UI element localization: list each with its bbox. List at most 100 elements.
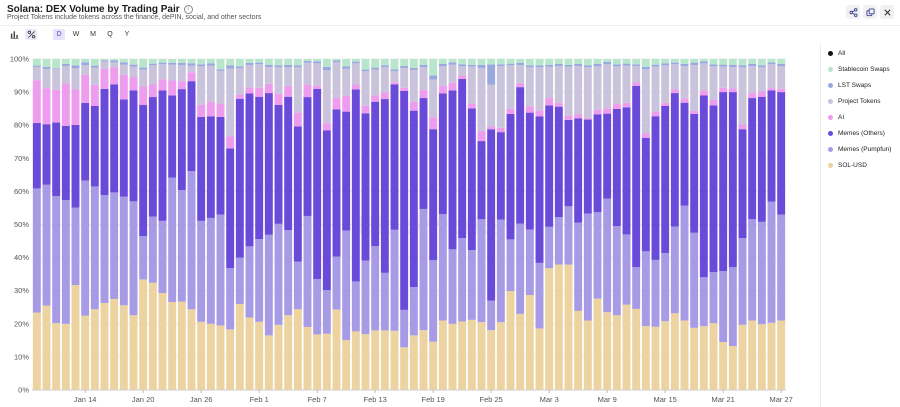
- bar-segment[interactable]: [245, 87, 254, 94]
- bar-segment[interactable]: [661, 321, 670, 390]
- bar-segment[interactable]: [438, 214, 447, 321]
- bar-segment[interactable]: [390, 82, 399, 85]
- bar-segment[interactable]: [622, 234, 631, 305]
- bar-segment[interactable]: [680, 320, 689, 390]
- bar-segment[interactable]: [371, 59, 380, 68]
- bar-segment[interactable]: [632, 59, 641, 65]
- bar-segment[interactable]: [158, 293, 167, 390]
- bar-segment[interactable]: [467, 108, 476, 250]
- bar-segment[interactable]: [71, 207, 80, 286]
- bar-segment[interactable]: [351, 89, 360, 282]
- bar-segment[interactable]: [216, 70, 225, 105]
- bar-segment[interactable]: [525, 106, 534, 113]
- bar-segment[interactable]: [777, 63, 786, 66]
- bar-segment[interactable]: [264, 64, 273, 67]
- bar-segment[interactable]: [119, 305, 128, 390]
- bar-segment[interactable]: [129, 77, 138, 91]
- bar-segment[interactable]: [313, 63, 322, 86]
- bar-segment[interactable]: [351, 61, 360, 64]
- bar-segment[interactable]: [487, 129, 496, 301]
- bar-segment[interactable]: [641, 251, 650, 327]
- bar-segment[interactable]: [206, 217, 215, 324]
- bar-segment[interactable]: [603, 198, 612, 313]
- bar-segment[interactable]: [187, 59, 196, 64]
- bar-segment[interactable]: [313, 334, 322, 390]
- bar-segment[interactable]: [100, 68, 109, 89]
- bar-segment[interactable]: [313, 279, 322, 335]
- bar-segment[interactable]: [612, 104, 621, 109]
- bar-segment[interactable]: [467, 64, 476, 67]
- bar-segment[interactable]: [699, 90, 708, 96]
- bar-segment[interactable]: [777, 214, 786, 321]
- bar-segment[interactable]: [709, 99, 718, 106]
- bar-segment[interactable]: [438, 63, 447, 66]
- bar-segment[interactable]: [554, 106, 563, 218]
- bar-segment[interactable]: [255, 96, 264, 240]
- bar-segment[interactable]: [390, 71, 399, 83]
- bar-segment[interactable]: [603, 312, 612, 390]
- bar-segment[interactable]: [622, 107, 631, 235]
- bar-segment[interactable]: [168, 177, 177, 302]
- bar-segment[interactable]: [332, 61, 341, 99]
- bar-segment[interactable]: [100, 61, 109, 69]
- bar-segment[interactable]: [419, 330, 428, 390]
- bar-segment[interactable]: [661, 252, 670, 322]
- bar-segment[interactable]: [148, 59, 157, 64]
- bar-segment[interactable]: [400, 309, 409, 348]
- bar-segment[interactable]: [525, 59, 534, 66]
- bar-segment[interactable]: [603, 63, 612, 109]
- bar-segment[interactable]: [52, 68, 61, 70]
- bar-segment[interactable]: [293, 65, 302, 68]
- bar-segment[interactable]: [216, 214, 225, 326]
- bar-segment[interactable]: [748, 59, 757, 64]
- bar-segment[interactable]: [622, 304, 631, 390]
- bar-segment[interactable]: [177, 190, 186, 302]
- bar-segment[interactable]: [303, 62, 312, 85]
- bar-segment[interactable]: [226, 65, 235, 69]
- bar-segment[interactable]: [593, 66, 602, 110]
- bar-segment[interactable]: [719, 87, 728, 93]
- bar-segment[interactable]: [100, 60, 109, 62]
- bar-segment[interactable]: [81, 103, 90, 181]
- bar-segment[interactable]: [139, 59, 148, 68]
- bar-segment[interactable]: [680, 98, 689, 103]
- bar-segment[interactable]: [709, 64, 718, 67]
- bar-segment[interactable]: [293, 261, 302, 310]
- bar-segment[interactable]: [342, 230, 351, 341]
- bar-segment[interactable]: [351, 59, 360, 62]
- bar-segment[interactable]: [429, 79, 438, 118]
- bar-segment[interactable]: [42, 305, 51, 390]
- bar-segment[interactable]: [216, 325, 225, 390]
- bar-segment[interactable]: [90, 67, 99, 85]
- bar-segment[interactable]: [661, 106, 670, 253]
- bar-segment[interactable]: [332, 109, 341, 257]
- bar-segment[interactable]: [728, 267, 737, 346]
- bar-segment[interactable]: [632, 85, 641, 268]
- bar-segment[interactable]: [206, 323, 215, 390]
- bar-segment[interactable]: [467, 249, 476, 320]
- bar-segment[interactable]: [158, 62, 167, 65]
- bar-segment[interactable]: [612, 315, 621, 390]
- bar-segment[interactable]: [728, 92, 737, 268]
- bar-segment[interactable]: [477, 322, 486, 390]
- bar-segment[interactable]: [409, 335, 418, 390]
- bar-segment[interactable]: [699, 63, 708, 91]
- bar-segment[interactable]: [284, 96, 293, 231]
- bar-segment[interactable]: [429, 341, 438, 390]
- bar-segment[interactable]: [380, 330, 389, 390]
- bar-segment[interactable]: [148, 65, 157, 85]
- bar-segment[interactable]: [81, 62, 90, 65]
- bar-segment[interactable]: [129, 64, 138, 67]
- bar-segment[interactable]: [390, 69, 399, 72]
- bar-segment[interactable]: [110, 59, 119, 61]
- bar-segment[interactable]: [148, 282, 157, 390]
- bar-segment[interactable]: [448, 64, 457, 83]
- bar-segment[interactable]: [42, 88, 51, 125]
- bar-segment[interactable]: [641, 137, 650, 252]
- bar-segment[interactable]: [351, 84, 360, 90]
- bar-segment[interactable]: [535, 65, 544, 68]
- bar-segment[interactable]: [274, 67, 283, 94]
- bar-segment[interactable]: [409, 67, 418, 70]
- bar-segment[interactable]: [709, 272, 718, 324]
- bar-segment[interactable]: [177, 59, 186, 63]
